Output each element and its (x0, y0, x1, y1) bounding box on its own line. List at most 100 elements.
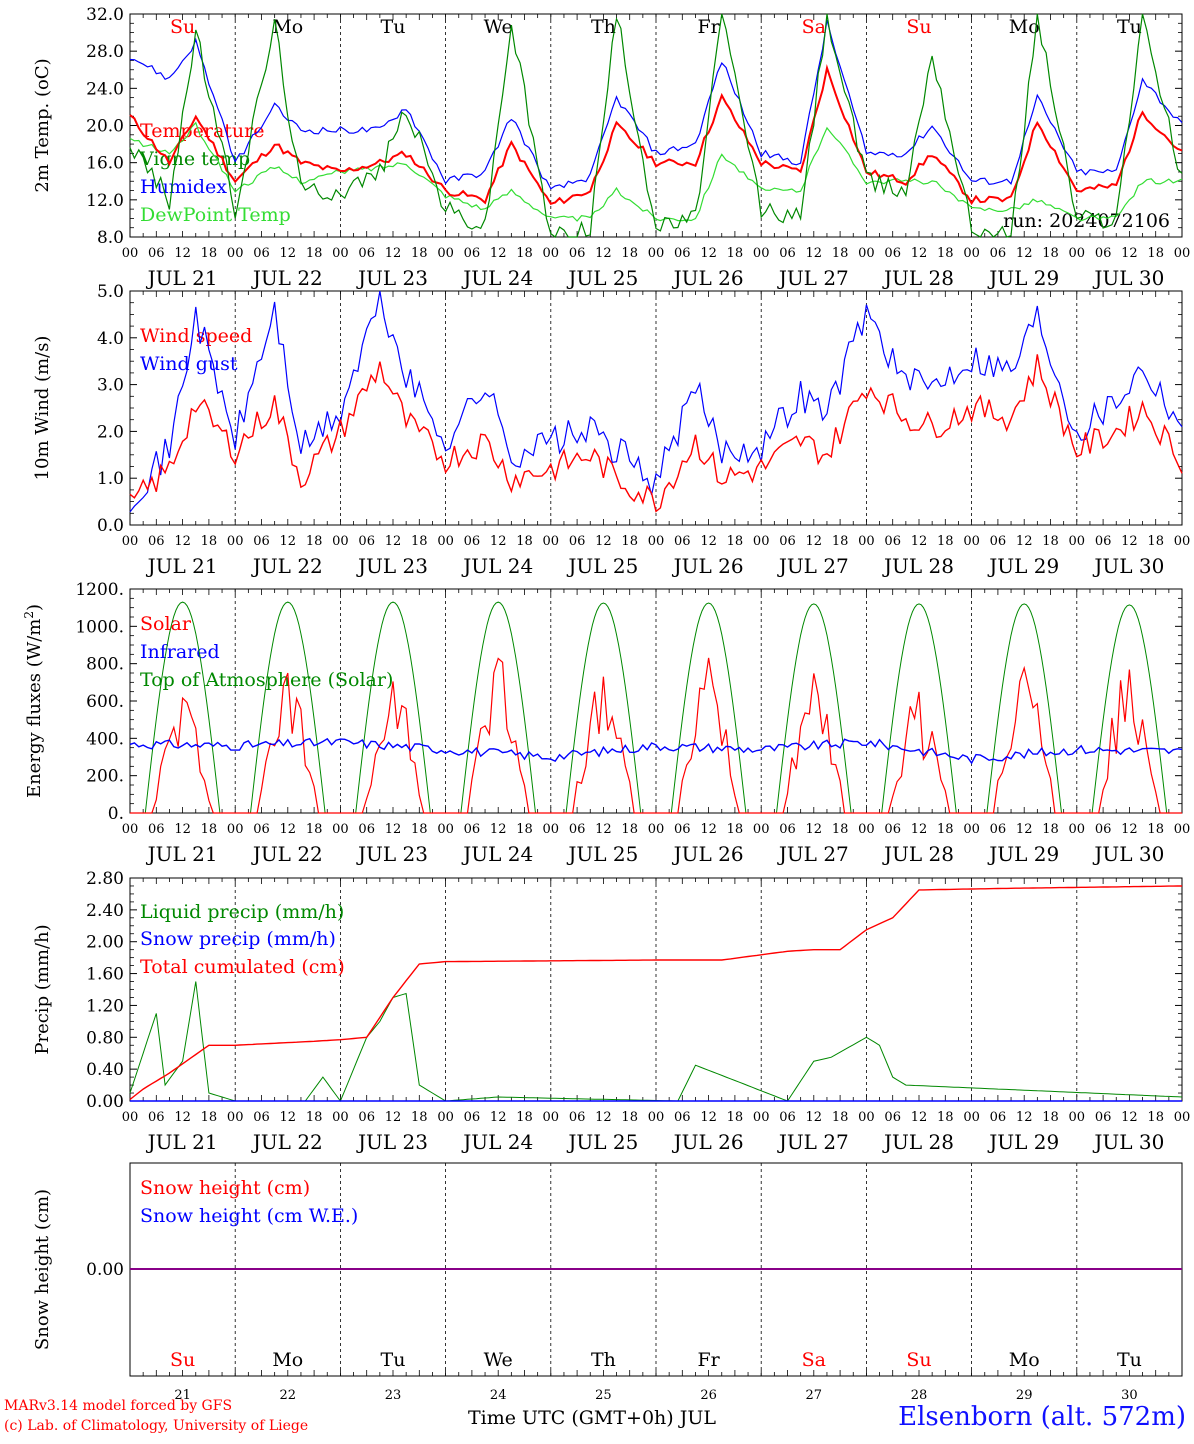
hour-tick-label: 18 (727, 822, 744, 837)
hour-tick-label: 12 (174, 246, 191, 261)
legend-entry: Humidex (140, 176, 227, 198)
hour-tick-label: 12 (911, 534, 928, 549)
hour-tick-label: 18 (621, 822, 638, 837)
hour-tick-label: 06 (148, 1110, 165, 1125)
hour-tick-label: 00 (858, 1110, 875, 1125)
day-name-label: Tu (381, 1349, 406, 1371)
date-label: JUL 22 (251, 1130, 323, 1154)
series-line (129, 19, 1183, 190)
hour-tick-label: 18 (832, 822, 849, 837)
date-label: JUL 24 (461, 842, 533, 866)
hour-tick-label: 00 (648, 534, 665, 549)
hour-tick-label: 12 (911, 246, 928, 261)
hour-tick-label: 06 (884, 822, 901, 837)
hour-tick-label: 06 (674, 1110, 691, 1125)
date-label: JUL 28 (882, 842, 954, 866)
day-number-label: 30 (1121, 1388, 1138, 1403)
date-label: JUL 30 (1092, 554, 1164, 578)
y-tick-label: 1000. (75, 617, 124, 637)
y-tick-label: 2.00 (86, 933, 124, 953)
hour-tick-label: 00 (963, 246, 980, 261)
y-tick-label: 400. (86, 729, 124, 749)
hour-tick-label: 00 (963, 822, 980, 837)
hour-tick-label: 06 (569, 246, 586, 261)
date-label: JUL 27 (777, 1130, 849, 1154)
day-name-label: Tu (381, 16, 406, 38)
hour-tick-label: 12 (280, 246, 297, 261)
day-name-label: Tu (1117, 1349, 1142, 1371)
hour-tick-label: 12 (280, 534, 297, 549)
hour-tick-label: 18 (1147, 534, 1164, 549)
date-label: JUL 21 (146, 1130, 218, 1154)
hour-tick-label: 12 (806, 822, 823, 837)
hour-tick-label: 06 (464, 534, 481, 549)
hour-tick-label: 06 (990, 246, 1007, 261)
hour-tick-label: 00 (122, 534, 139, 549)
hour-tick-label: 00 (437, 246, 454, 261)
legend-entry: Solar (140, 613, 192, 635)
hour-tick-label: 18 (937, 822, 954, 837)
y-tick-label: 12.0 (86, 191, 124, 211)
date-label: JUL 28 (882, 266, 954, 290)
hour-tick-label: 18 (1042, 1110, 1059, 1125)
hour-tick-label: 18 (411, 246, 428, 261)
day-name-label: Sa (802, 16, 826, 38)
series-line (129, 885, 1182, 1100)
hour-tick-label: 00 (963, 1110, 980, 1125)
date-label: JUL 27 (777, 554, 849, 578)
date-label: JUL 22 (251, 554, 323, 578)
y-tick-label: 2.80 (86, 869, 124, 889)
day-name-label: Su (906, 1349, 931, 1371)
legend-entry: Wind speed (140, 325, 252, 347)
legend-entry: Wind gust (140, 353, 238, 375)
hour-tick-label: 00 (122, 1110, 139, 1125)
hour-tick-label: 18 (937, 534, 954, 549)
hour-tick-label: 06 (148, 822, 165, 837)
date-label: JUL 26 (672, 1130, 744, 1154)
hour-tick-label: 06 (464, 822, 481, 837)
hour-tick-label: 06 (569, 534, 586, 549)
y-tick-label: 200. (86, 767, 124, 787)
run-label: run: 2024072106 (1003, 210, 1170, 232)
hour-tick-label: 06 (779, 534, 796, 549)
hour-tick-label: 18 (201, 1110, 218, 1125)
date-label: JUL 21 (146, 842, 218, 866)
hour-tick-label: 18 (306, 1110, 323, 1125)
hour-tick-label: 00 (753, 1110, 770, 1125)
y-tick-label: 24.0 (86, 79, 124, 99)
hour-tick-label: 06 (253, 822, 270, 837)
hour-tick-label: 12 (490, 1110, 507, 1125)
day-name-label: Fr (697, 1349, 720, 1371)
hour-tick-label: 06 (1095, 1110, 1112, 1125)
hour-tick-label: 00 (437, 1110, 454, 1125)
hour-tick-label: 06 (1095, 534, 1112, 549)
y-tick-label: 0.00 (86, 1092, 124, 1112)
hour-tick-label: 00 (543, 534, 560, 549)
legend-entry: Vigne temp (139, 148, 250, 170)
hour-tick-label: 06 (674, 246, 691, 261)
hour-tick-label: 12 (385, 246, 402, 261)
series-line (129, 63, 1183, 206)
hour-tick-label: 06 (253, 246, 270, 261)
hour-tick-label: 00 (1069, 1110, 1086, 1125)
legend-entry: Liquid precip (mm/h) (140, 901, 344, 923)
hour-tick-label: 18 (937, 246, 954, 261)
hour-tick-label: 00 (963, 534, 980, 549)
hour-tick-label: 12 (174, 1110, 191, 1125)
hour-tick-label: 06 (464, 1110, 481, 1125)
date-label: JUL 26 (672, 842, 744, 866)
hour-tick-label: 00 (437, 822, 454, 837)
legend-entry: Infrared (140, 641, 220, 663)
date-label: JUL 27 (777, 266, 849, 290)
y-tick-label: 8.0 (97, 228, 124, 248)
hour-tick-label: 00 (332, 822, 349, 837)
hour-tick-label: 00 (1069, 534, 1086, 549)
date-label: JUL 27 (777, 842, 849, 866)
y-tick-label: 1.60 (86, 965, 124, 985)
hour-tick-label: 06 (674, 822, 691, 837)
date-label: JUL 25 (566, 554, 638, 578)
model-credit: MARv3.14 model forced by GFS (4, 1398, 233, 1414)
day-name-label: Su (906, 16, 931, 38)
hour-tick-label: 12 (595, 1110, 612, 1125)
